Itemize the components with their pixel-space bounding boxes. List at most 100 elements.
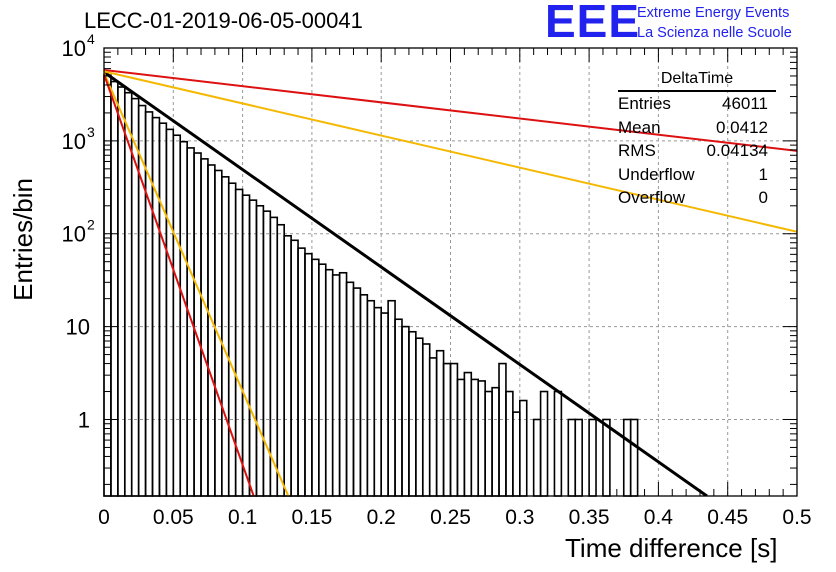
stats-label: RMS [618, 141, 656, 160]
histogram-bar [359, 294, 369, 497]
x-tick-label: 0 [98, 506, 110, 529]
histogram-bar [394, 318, 403, 497]
histogram-bar [553, 390, 563, 497]
stats-label: Underflow [618, 164, 695, 184]
x-tick-label: 0.5 [782, 506, 811, 529]
histogram-bar [602, 418, 611, 497]
stats-box: DeltaTime Entries 46011 Mean 0.0412 RMS … [612, 70, 780, 210]
x-tick-label: 0.15 [291, 506, 332, 529]
stats-title: DeltaTime [618, 70, 776, 92]
histogram-bar [428, 357, 438, 497]
histogram-bar [408, 330, 417, 497]
histogram-bar [172, 134, 182, 497]
histogram-bar [165, 128, 175, 497]
x-tick-label: 0.2 [367, 506, 396, 529]
histogram-bar [498, 362, 507, 497]
x-tick-label: 0.3 [505, 506, 534, 529]
histogram-bar [588, 418, 597, 497]
stats-value: 1 [758, 164, 768, 184]
logo-mark: EEE [545, 0, 641, 47]
histogram-bar [442, 362, 452, 497]
histogram-bar [311, 258, 320, 497]
x-tick-label: 0.1 [228, 506, 257, 529]
histogram-bar [345, 281, 355, 497]
y-tick-exponent: 2 [87, 217, 95, 233]
histogram-bar [435, 349, 445, 497]
histogram-bar [421, 343, 431, 497]
histogram-bar [373, 306, 382, 497]
histogram-bar [415, 337, 424, 497]
x-axis-label: Time difference [s] [565, 533, 778, 563]
eee-logo: EEE Extreme Energy Events La Scienza nel… [545, 0, 835, 47]
histogram-bar [227, 182, 237, 497]
histogram-bar [304, 252, 313, 497]
histogram-bar [477, 380, 486, 497]
histogram-bar [255, 204, 265, 497]
fit-line [104, 74, 255, 496]
logo-line-1: Extreme Energy Events [637, 5, 790, 21]
y-axis-label: Entries/bin [8, 178, 38, 301]
histogram-bar [574, 418, 583, 497]
histogram-bar [449, 362, 459, 497]
histogram-bar [532, 418, 542, 497]
stats-row-underflow: Underflow 1 [612, 163, 780, 187]
y-tick-label: 10 [62, 129, 86, 154]
histogram-bar [276, 223, 285, 497]
stats-value: 0.0412 [716, 117, 768, 137]
histogram-bar [117, 86, 126, 497]
histogram-bar [629, 418, 639, 497]
histogram-bar [567, 418, 577, 497]
histogram-bar [193, 152, 202, 497]
stats-row-rms: RMS 0.04134 [612, 139, 780, 163]
stats-value: 46011 [721, 94, 768, 113]
fit-line [104, 72, 290, 496]
histogram-bar [110, 80, 119, 497]
histogram-bar [622, 418, 632, 497]
x-tick-label: 0.45 [707, 506, 748, 529]
histogram-bar [491, 386, 500, 497]
histogram-bar [158, 122, 168, 497]
stats-label: Mean [618, 117, 661, 137]
y-tick-label: 10 [62, 36, 86, 61]
histogram-bar [463, 371, 473, 497]
stats-value: 0 [758, 188, 768, 207]
y-tick-label: 1 [78, 407, 90, 432]
histogram-bar [283, 235, 292, 497]
x-tick-label: 0.05 [153, 506, 194, 529]
histogram-bar [207, 164, 216, 497]
histogram-bar [179, 140, 188, 497]
run-title: LECC-01-2019-06-05-00041 [84, 8, 363, 33]
stats-row-mean: Mean 0.0412 [612, 116, 780, 140]
histogram-bar [200, 158, 209, 497]
histogram-bar [484, 390, 493, 497]
histogram-bar [269, 216, 279, 497]
stats-row-overflow: Overflow 0 [612, 186, 780, 210]
fit-line [104, 70, 708, 496]
fit-line [104, 70, 797, 233]
histogram-bar [456, 378, 466, 497]
histogram-bar [470, 378, 480, 497]
y-tick-exponent: 4 [87, 31, 95, 47]
y-tick-label: 10 [62, 222, 86, 247]
logo-line-2: La Scienza nelle Scuole [637, 25, 792, 41]
histogram-bar [338, 271, 348, 497]
histogram-bar [539, 390, 549, 497]
histogram-bar [366, 299, 376, 497]
histogram-bar [290, 239, 299, 497]
histogram-bar [123, 91, 133, 497]
histogram-bar [186, 147, 195, 497]
stats-row-entries: Entries 46011 [612, 92, 780, 116]
histogram-bar [380, 312, 389, 497]
y-tick-label: 10 [66, 315, 90, 340]
histogram-bar [318, 263, 327, 497]
histogram-bar [324, 268, 334, 497]
x-tick-label: 0.25 [430, 506, 471, 529]
histogram-bar [505, 390, 514, 497]
histogram-bar [221, 176, 230, 497]
histogram-bar [248, 199, 258, 497]
histogram-bar [352, 287, 362, 497]
stats-label: Overflow [618, 188, 686, 207]
histogram-bar [518, 399, 528, 497]
stats-value: 0.04134 [706, 141, 768, 160]
